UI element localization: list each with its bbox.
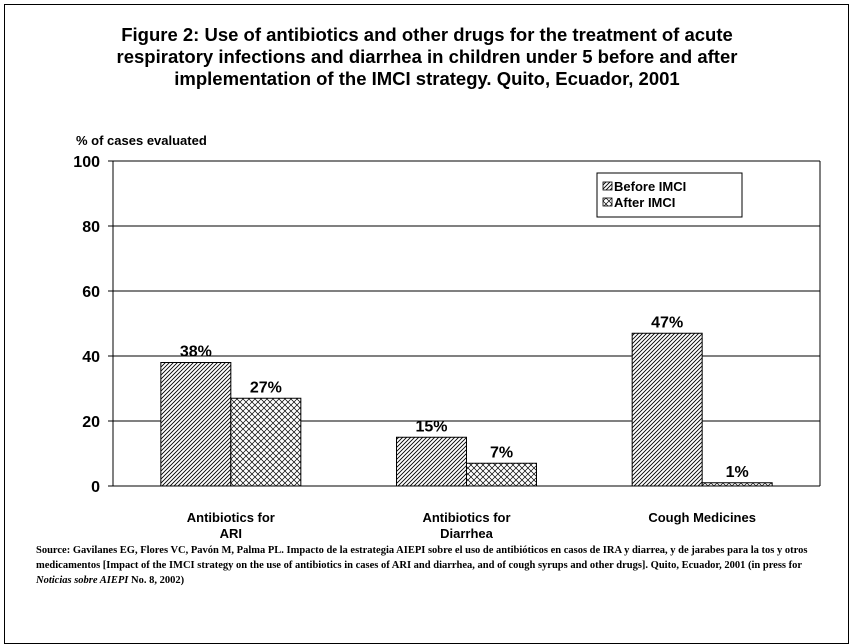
data-label: 27%: [250, 379, 282, 396]
data-label: 1%: [726, 464, 749, 481]
x-category-label: ARI: [220, 526, 242, 541]
legend-label: Before IMCI: [614, 179, 686, 194]
source-text-end: No. 8, 2002): [128, 575, 185, 586]
y-tick-label: 40: [82, 349, 100, 366]
title-line-1: Figure 2: Use of antibiotics and other d…: [121, 24, 733, 45]
y-tick-label: 60: [82, 284, 100, 301]
bar-before-imci: [631, 332, 703, 487]
title-line-2: respiratory infections and diarrhea in c…: [116, 46, 738, 67]
legend-label: After IMCI: [614, 195, 675, 210]
chart-title: Figure 2: Use of antibiotics and other d…: [14, 24, 840, 90]
data-label: 15%: [415, 418, 447, 435]
legend-swatch: [602, 181, 613, 191]
data-label: 38%: [180, 344, 212, 361]
y-axis-label: % of cases evaluated: [76, 133, 207, 148]
y-tick-label: 100: [73, 154, 100, 171]
x-category-label: Antibiotics for: [422, 510, 510, 525]
bar-before-imci: [396, 436, 467, 487]
bar-before-imci: [160, 362, 232, 487]
legend-box: [596, 172, 743, 218]
bar-after-imci: [230, 397, 302, 487]
y-tick-label: 20: [82, 414, 100, 431]
title-line-3: implementation of the IMCI strategy. Qui…: [174, 68, 680, 89]
source-journal: Noticias sobre AIEPI: [36, 575, 129, 586]
bar-after-imci: [466, 462, 537, 487]
legend-swatch: [602, 197, 613, 207]
bar-after-imci: [701, 482, 773, 487]
y-tick-label: 0: [91, 479, 100, 496]
source-text: Source: Gavilanes EG, Flores VC, Pavón M…: [36, 545, 808, 571]
x-category-label: Diarrhea: [440, 526, 494, 541]
data-label: 7%: [490, 444, 513, 461]
source-citation: Source: Gavilanes EG, Flores VC, Pavón M…: [36, 543, 836, 588]
x-category-label: Cough Medicines: [648, 510, 756, 525]
x-category-label: Antibiotics for: [187, 510, 275, 525]
y-tick-label: 80: [82, 219, 100, 236]
data-label: 47%: [651, 314, 683, 331]
